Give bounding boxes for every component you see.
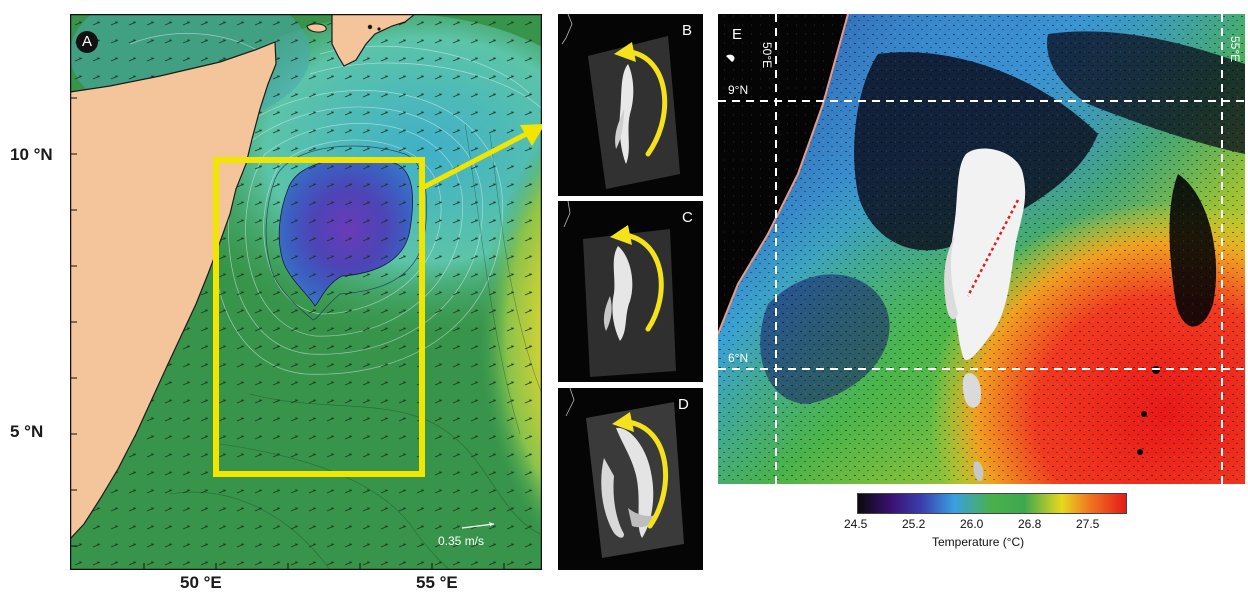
panel-d-image <box>565 387 684 558</box>
colorbar <box>857 493 1127 514</box>
grid-label-9n: 9°N <box>728 83 749 97</box>
lat-label-10n: 10 °N <box>10 145 53 164</box>
panel-a: A 0.35 m/s <box>69 0 690 571</box>
panel-a-map <box>69 0 690 571</box>
panel-d-letter: D <box>678 396 689 413</box>
panel-c-letter: C <box>682 209 693 226</box>
somalia-coast-land <box>69 41 277 541</box>
panel-b-letter: B <box>682 22 693 39</box>
transect-line <box>966 199 1020 297</box>
colorbar-tick-3: 26.0 <box>960 517 984 531</box>
scale-label: 0.35 m/s <box>438 534 485 548</box>
panel-b: B <box>558 13 703 196</box>
lat-label-5n: 5 °N <box>10 422 44 441</box>
scale-arrow <box>461 522 495 529</box>
colorbar-tick-2: 25.2 <box>902 517 926 531</box>
panel-c: C <box>558 200 703 382</box>
grid-label-50e: 50°E <box>760 42 774 69</box>
panel-e: E 50°E 55°E 9°N 6°N <box>718 14 1245 484</box>
highlight-box <box>213 157 425 477</box>
grid-label-55e: 55°E <box>1228 36 1242 63</box>
lon-ticks <box>143 563 505 570</box>
panel-e-letter: E <box>732 26 743 43</box>
colorbar-label: Temperature (°C) <box>932 535 1025 549</box>
colorbar-tick-5: 27.5 <box>1076 517 1100 531</box>
colorbar-tick-4: 26.8 <box>1018 517 1042 531</box>
panel-e-sst-map <box>718 14 1245 484</box>
colorbar-tick-1: 24.5 <box>844 517 868 531</box>
upwelling-plume <box>949 148 1026 360</box>
lon-label-55e: 55 °E <box>416 573 458 592</box>
panel-a-letter-badge <box>76 31 98 53</box>
lat-ticks <box>70 97 77 547</box>
pointer-arrow <box>420 124 545 191</box>
panel-b-image <box>561 13 680 189</box>
grid-label-6n: 6°N <box>728 351 749 365</box>
panel-c-image <box>563 200 676 377</box>
panel-d: D <box>558 387 703 570</box>
lon-label-50e: 50 °E <box>180 573 222 592</box>
graticule <box>718 14 1245 484</box>
north-landmass <box>331 13 417 67</box>
panel-a-letter: A <box>81 33 92 50</box>
